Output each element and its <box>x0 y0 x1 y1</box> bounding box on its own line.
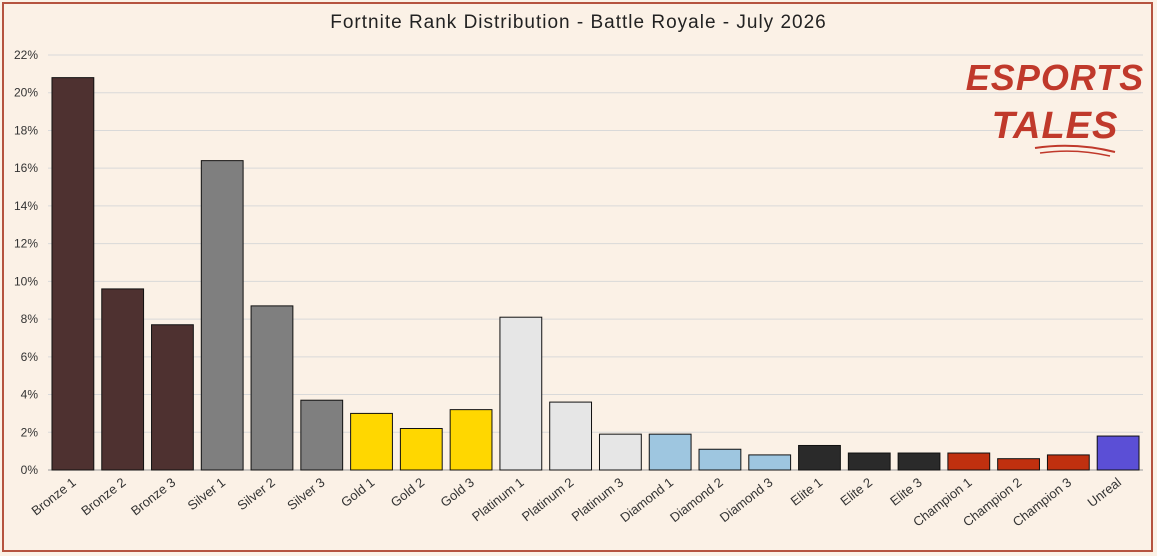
chart-title: Fortnite Rank Distribution - Battle Roya… <box>330 12 827 33</box>
x-tick-label: Silver 3 <box>284 475 327 514</box>
x-tick-label: Elite 1 <box>788 475 826 509</box>
bar <box>399 428 443 471</box>
x-tick-label: Silver 2 <box>234 475 277 514</box>
y-tick-label: 6% <box>21 350 39 364</box>
bar <box>250 305 294 471</box>
y-tick-label: 16% <box>14 161 38 175</box>
bar <box>350 412 393 471</box>
logo-line2: TALES <box>992 105 1119 147</box>
logo-line1: ESPORTS <box>966 57 1144 98</box>
x-tick-label: Gold 2 <box>388 475 427 510</box>
y-tick-label: 18% <box>14 123 38 137</box>
x-tick-label: Bronze 1 <box>28 475 78 519</box>
y-tick-label: 22% <box>14 48 38 62</box>
bar <box>499 316 543 471</box>
bar <box>798 444 841 471</box>
x-tick-label: Diamond 2 <box>667 475 726 526</box>
bar <box>101 288 145 471</box>
y-tick-label: 20% <box>14 86 38 100</box>
bar <box>449 409 493 471</box>
y-tick-label: 0% <box>21 463 39 477</box>
y-tick-label: 10% <box>14 274 38 288</box>
x-tick-label: Gold 1 <box>338 475 377 510</box>
bar <box>698 448 742 471</box>
x-tick-label: Silver 1 <box>185 475 228 514</box>
y-tick-label: 4% <box>21 388 39 402</box>
x-tick-label: Diamond 1 <box>617 475 676 526</box>
y-tick-label: 12% <box>14 237 38 251</box>
x-tick-label: Platinum 3 <box>569 475 627 525</box>
x-tick-label: Elite 2 <box>837 475 875 509</box>
x-tick-label: Platinum 2 <box>519 475 577 525</box>
y-tick-label: 14% <box>14 199 38 213</box>
x-tick-label: Gold 3 <box>437 475 476 510</box>
x-tick-label: Elite 3 <box>887 475 925 509</box>
bar <box>897 452 941 471</box>
bar <box>947 452 991 471</box>
bar <box>598 433 642 471</box>
x-tick-label: Diamond 3 <box>717 475 776 526</box>
bar <box>1046 454 1090 471</box>
bar <box>200 160 244 471</box>
bar <box>648 433 692 471</box>
bar <box>51 77 95 471</box>
x-tick-label: Bronze 2 <box>78 475 128 519</box>
bar <box>748 454 792 471</box>
bar <box>1096 435 1140 471</box>
bar <box>997 458 1040 471</box>
x-tick-label: Bronze 3 <box>128 475 178 519</box>
y-tick-label: 2% <box>21 425 39 439</box>
x-tick-label: Unreal <box>1085 474 1125 509</box>
bar <box>151 324 194 471</box>
y-tick-label: 8% <box>21 312 39 326</box>
x-tick-label: Platinum 1 <box>469 475 527 525</box>
bar <box>300 399 344 471</box>
esports-tales-logo: ESPORTS TALES <box>966 57 1144 157</box>
bar <box>847 452 891 471</box>
bar <box>549 401 593 471</box>
